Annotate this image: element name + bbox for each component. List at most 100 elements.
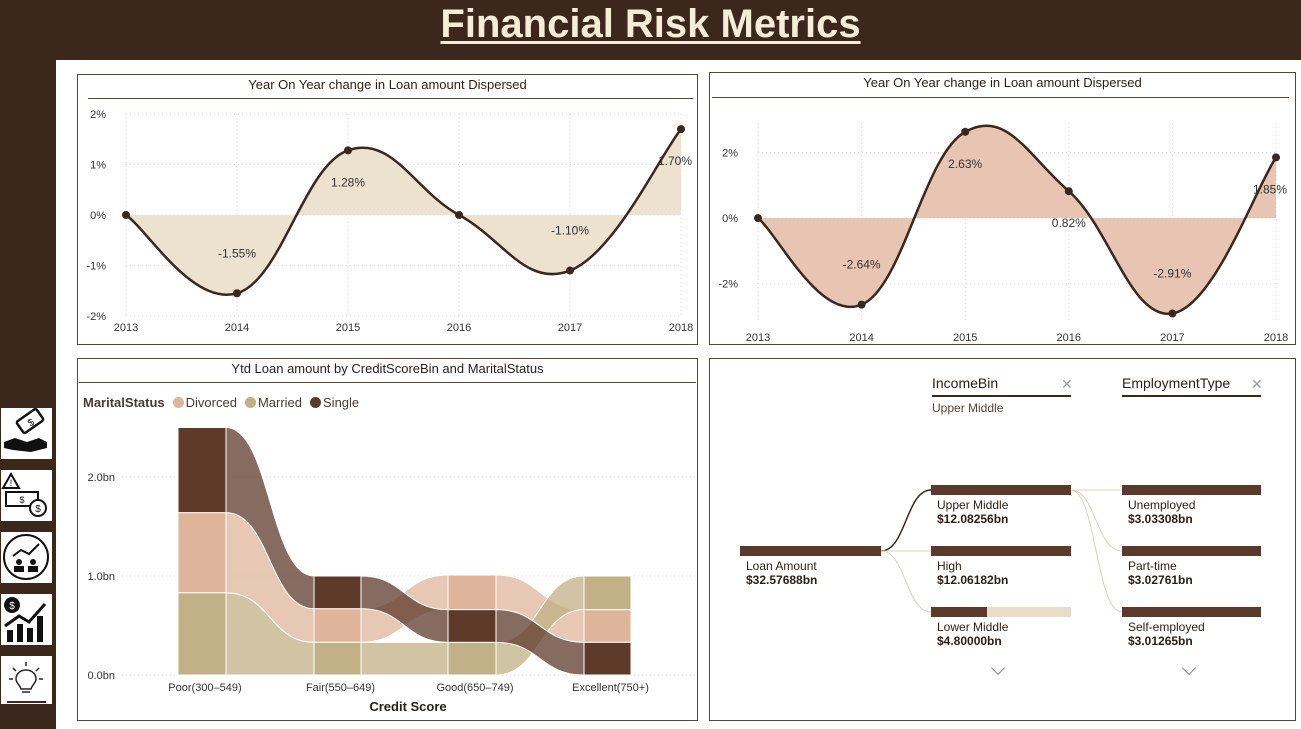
yoy-chart-panel-2[interactable]: Year On Year change in Loan amount Dispe…: [709, 72, 1296, 345]
x-axis-title: Credit Score: [369, 699, 446, 714]
growth-chart-icon[interactable]: $: [1, 594, 52, 645]
x-tick-label: 2015: [336, 322, 360, 334]
stack-bar-segment: [583, 641, 632, 676]
y-tick-label: 1%: [90, 160, 106, 172]
x-tick-label: 2013: [114, 322, 138, 334]
chart-legend: MaritalStatus Divorced Married Single: [83, 395, 363, 410]
risk-alert-icon[interactable]: ! $ $: [1, 470, 52, 521]
analytics-people-icon[interactable]: [1, 532, 52, 583]
data-label: -1.55%: [218, 246, 256, 260]
income-node-bar[interactable]: [931, 607, 987, 617]
x-tick-label: Excellent(750+): [572, 682, 649, 694]
ribbon-chart-panel[interactable]: Ytd Loan amount by CreditScoreBin and Ma…: [77, 358, 698, 721]
tree-connector: [880, 550, 932, 613]
svg-text:$: $: [19, 495, 24, 505]
tree-connector: [880, 489, 932, 552]
data-point: [1064, 187, 1073, 196]
close-icon[interactable]: ✕: [1251, 376, 1263, 392]
y-tick-label: -2%: [86, 311, 106, 323]
area-fill: [758, 125, 1276, 314]
data-point: [122, 211, 130, 219]
stack-bar-segment: [177, 427, 227, 514]
income-bin-header[interactable]: IncomeBin: [932, 375, 999, 391]
income-node-label: Upper Middle: [937, 498, 1009, 512]
yoy-line-chart-2: 2% 0% -2% 2013 2014 2015 2016 2017 2018 -2.64% 2.6…: [718, 123, 1288, 344]
x-tick-label: 2018: [1264, 332, 1288, 344]
employment-node-bar[interactable]: [1122, 607, 1261, 617]
income-node-bar[interactable]: [931, 546, 1071, 556]
employment-type-header[interactable]: EmploymentType: [1122, 375, 1231, 391]
income-bin-selected: Upper Middle: [932, 401, 1004, 415]
y-tick-label: -1%: [86, 261, 106, 273]
x-tick-label: 2013: [746, 332, 770, 344]
header-underline: [1122, 395, 1261, 397]
employment-node-label: Unemployed: [1128, 498, 1196, 512]
employment-node-value: $3.02761bn: [1128, 573, 1193, 587]
stack-bar-segment: [313, 575, 362, 610]
yoy-chart-panel-1[interactable]: Year On Year change in Loan amount Dispe…: [77, 74, 698, 345]
title-divider: [79, 382, 696, 383]
stack-bar-segment: [583, 575, 632, 611]
legend-item-single[interactable]: Single: [310, 395, 359, 410]
title-divider: [88, 98, 693, 99]
data-point: [566, 266, 574, 275]
sidebar: $ ! $ $ $: [0, 60, 56, 729]
svg-text:$: $: [26, 417, 37, 429]
y-tick-label: 2%: [90, 109, 106, 121]
loan-hand-icon[interactable]: $: [1, 408, 52, 459]
employment-node-bar[interactable]: [1122, 546, 1261, 556]
data-label: 1.85%: [1253, 182, 1287, 196]
x-tick-label: 2016: [1057, 332, 1081, 344]
y-tick-label: 2%: [722, 148, 738, 160]
x-tick-label: 2018: [669, 322, 693, 334]
legend-swatch: [244, 397, 256, 408]
node-bar-track: [931, 607, 1071, 617]
legend-title: MaritalStatus: [83, 395, 165, 410]
employment-node-value: $3.03308bn: [1128, 512, 1193, 526]
stack-bar-segment: [313, 608, 362, 643]
stack-bar-segment: [313, 641, 362, 676]
x-tick-label: 2017: [1160, 332, 1184, 344]
income-node-label: Lower Middle: [937, 620, 1009, 634]
root-node-bar[interactable]: [740, 546, 881, 556]
employment-node-bar[interactable]: [1122, 485, 1261, 495]
stack-bar-segment: [583, 609, 632, 643]
x-tick-label: Poor(300–549): [168, 682, 241, 694]
income-node-value: $12.08256bn: [937, 512, 1009, 526]
data-point: [233, 289, 241, 298]
income-node-value: $12.06182bn: [937, 573, 1009, 587]
y-tick-label: 0%: [90, 210, 106, 222]
legend-item-divorced[interactable]: Divorced: [172, 395, 237, 410]
root-node-value: $32.57688bn: [746, 573, 818, 587]
employment-node-label: Part-time: [1128, 559, 1177, 573]
employment-node-label: Self-employed: [1128, 620, 1205, 634]
y-tick-label: 2.0bn: [87, 472, 115, 484]
report-canvas: Year On Year change in Loan amount Dispe…: [56, 60, 1301, 729]
x-tick-label: 2014: [225, 322, 249, 334]
ribbon-chart: 2.0bn 1.0bn 0.0bn Poor(300–549) Fair(550–649…: [87, 426, 696, 714]
x-tick-label: 2014: [849, 332, 873, 344]
close-icon[interactable]: ✕: [1061, 376, 1073, 392]
tree-connector: [1070, 489, 1123, 552]
income-node-bar[interactable]: [931, 485, 1071, 495]
area-fill: [126, 129, 681, 295]
stack-bar-segment: [177, 592, 227, 676]
legend-item-married[interactable]: Married: [244, 395, 302, 410]
data-point: [961, 127, 970, 136]
chart-title: Ytd Loan amount by CreditScoreBin and Ma…: [231, 361, 544, 376]
data-point: [754, 214, 762, 223]
idea-bulb-icon[interactable]: [1, 656, 52, 704]
data-point: [344, 146, 352, 155]
page-title: Financial Risk Metrics: [440, 2, 861, 46]
tree-connector: [1070, 489, 1123, 613]
legend-label: Single: [323, 395, 360, 410]
x-tick-label: 2017: [558, 322, 582, 334]
data-label: 1.70%: [658, 154, 692, 168]
employment-node-value: $3.01265bn: [1128, 634, 1193, 648]
data-label: -2.64%: [843, 258, 881, 272]
svg-text:!: !: [10, 478, 13, 488]
stack-bar-segment: [177, 512, 227, 594]
data-label: 0.82%: [1052, 216, 1086, 230]
legend-swatch: [310, 397, 322, 408]
decomposition-tree-panel[interactable]: IncomeBin ✕ Upper Middle EmploymentType …: [709, 358, 1296, 721]
